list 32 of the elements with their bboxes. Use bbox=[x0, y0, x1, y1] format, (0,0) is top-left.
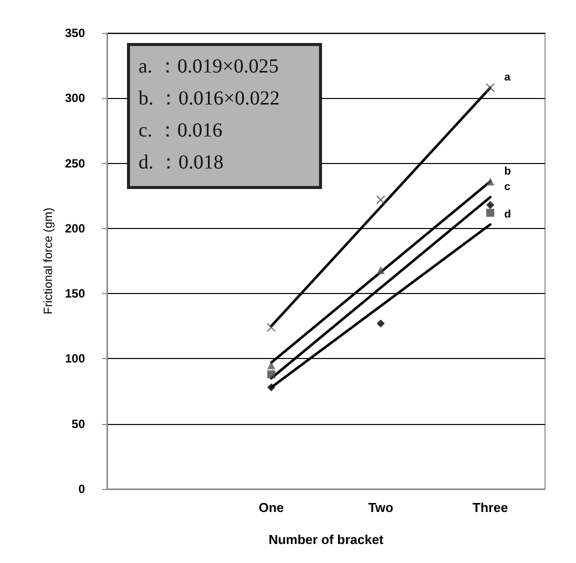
y-tick-label: 250 bbox=[64, 156, 86, 170]
x-axis-title: Number of bracket bbox=[268, 532, 384, 547]
series-label: a bbox=[504, 72, 512, 84]
y-tick-label: 100 bbox=[64, 352, 86, 366]
y-tick-label: 350 bbox=[64, 26, 86, 40]
point bbox=[486, 178, 494, 186]
point bbox=[376, 195, 386, 204]
y-axis-title: Frictional force (gm) bbox=[41, 208, 56, 314]
series-label: c bbox=[504, 181, 510, 194]
point bbox=[267, 361, 276, 370]
y-tick-label: 200 bbox=[64, 221, 86, 236]
y-tick-label: 50 bbox=[72, 416, 86, 431]
point bbox=[266, 322, 276, 332]
series-label: d bbox=[504, 208, 511, 221]
x-tick-label: Two bbox=[368, 500, 394, 515]
point bbox=[486, 83, 495, 92]
x-tick-label: Three bbox=[472, 500, 508, 515]
annotation: c. ：0.016 bbox=[138, 120, 222, 142]
point bbox=[376, 266, 385, 274]
x-tick-label: One bbox=[258, 500, 284, 515]
annotation: a. ：0.019×0.025 bbox=[138, 56, 279, 78]
point bbox=[486, 208, 494, 217]
point bbox=[267, 370, 276, 378]
point bbox=[376, 320, 385, 328]
annotation: b. ：0.016×0.022 bbox=[138, 88, 280, 110]
point bbox=[267, 383, 276, 392]
series-label: b bbox=[504, 166, 512, 178]
y-tick-label: 0 bbox=[78, 482, 86, 496]
point bbox=[486, 200, 494, 209]
y-tick-label: 150 bbox=[64, 286, 86, 301]
annotation: d. ：0.018 bbox=[138, 152, 224, 174]
y-tick-label: 300 bbox=[64, 91, 86, 106]
